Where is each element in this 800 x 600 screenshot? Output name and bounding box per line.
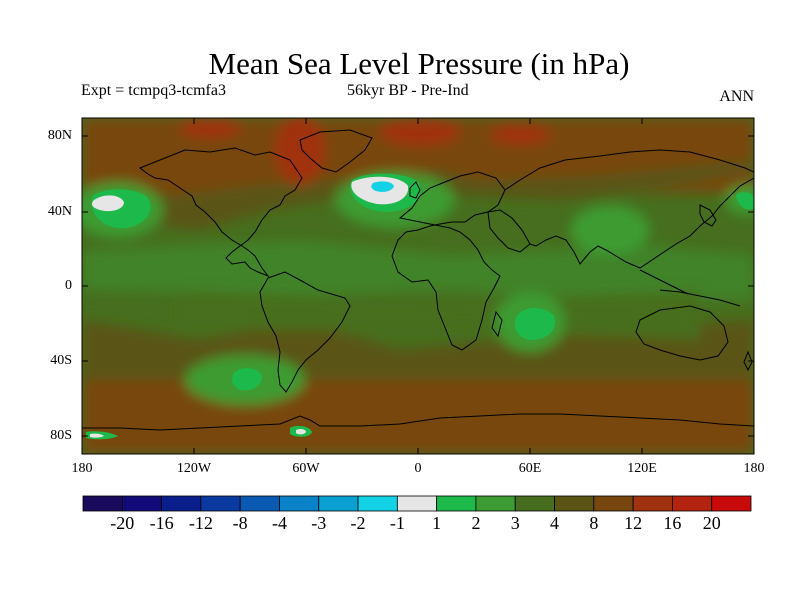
colorbar-label: -1 (389, 513, 405, 533)
colorbar-swatch (475, 495, 516, 512)
colorbar-swatch (239, 495, 280, 512)
colorbar-label: 2 (471, 513, 481, 533)
lon-label-0: 0 (414, 461, 422, 476)
colorbar-label: 12 (624, 513, 643, 533)
indian-ocean-green-patch (514, 307, 555, 340)
colorbar-swatch (593, 495, 634, 512)
colorbar-label: -20 (110, 513, 135, 533)
colorbar-swatch (632, 495, 673, 512)
colorbar-label: -12 (188, 513, 213, 533)
colorbar-swatch (396, 495, 438, 512)
colorbar-swatch (711, 495, 752, 512)
lon-label-180w: 180 (71, 461, 93, 476)
lon-label-120w: 120W (176, 461, 212, 476)
lat-label-80n: 80N (47, 128, 72, 143)
colorbar-label: -3 (311, 513, 327, 533)
colorbar-swatch (200, 495, 241, 512)
colorbar-label: -16 (149, 513, 174, 533)
colorbar-swatch (672, 495, 713, 512)
colorbar-swatch (514, 495, 555, 512)
lon-label-120e: 120E (627, 461, 657, 476)
colorbar-label: 16 (663, 513, 682, 533)
period-label: 56kyr BP - Pre-Ind (347, 82, 469, 99)
lon-label-60w: 60W (292, 461, 320, 476)
lat-label-0: 0 (65, 278, 72, 293)
lat-label-40n: 40N (47, 204, 72, 219)
colorbar-swatch (554, 495, 595, 512)
lon-label-180e: 180 (743, 461, 765, 476)
axis-ticks (81, 118, 755, 454)
colorbar-label: -8 (232, 513, 248, 533)
colorbar-swatch (121, 495, 162, 512)
colorbar-swatch (357, 495, 398, 512)
south-pacific-green-patch (232, 368, 262, 391)
colorbar-label: 20 (702, 513, 721, 533)
lat-label-80s: 80S (50, 428, 72, 443)
colorbar-label: -2 (350, 513, 366, 533)
colorbar-swatch (82, 495, 123, 512)
colorbar-swatch (436, 495, 477, 512)
lon-label-60e: 60E (518, 461, 542, 476)
lat-label-40s: 40S (50, 353, 72, 368)
map-title: Mean Sea Level Pressure (in hPa) (208, 46, 630, 81)
colorbar-swatch (318, 495, 359, 512)
colorbar-label: 1 (432, 513, 442, 533)
season-label: ANN (719, 88, 754, 105)
colorbar-label: 8 (589, 513, 599, 533)
colorbar-swatch (161, 495, 202, 512)
colorbar-swatch (279, 495, 320, 512)
colorbar-label: -4 (271, 513, 287, 533)
colorbar-label: 4 (550, 513, 560, 533)
colorbar (82, 495, 752, 512)
pressure-field (82, 118, 754, 454)
experiment-label: Expt = tcmpq3-tcmfa3 (81, 82, 226, 99)
coastlines (82, 129, 754, 431)
colorbar-label: 3 (510, 513, 520, 533)
